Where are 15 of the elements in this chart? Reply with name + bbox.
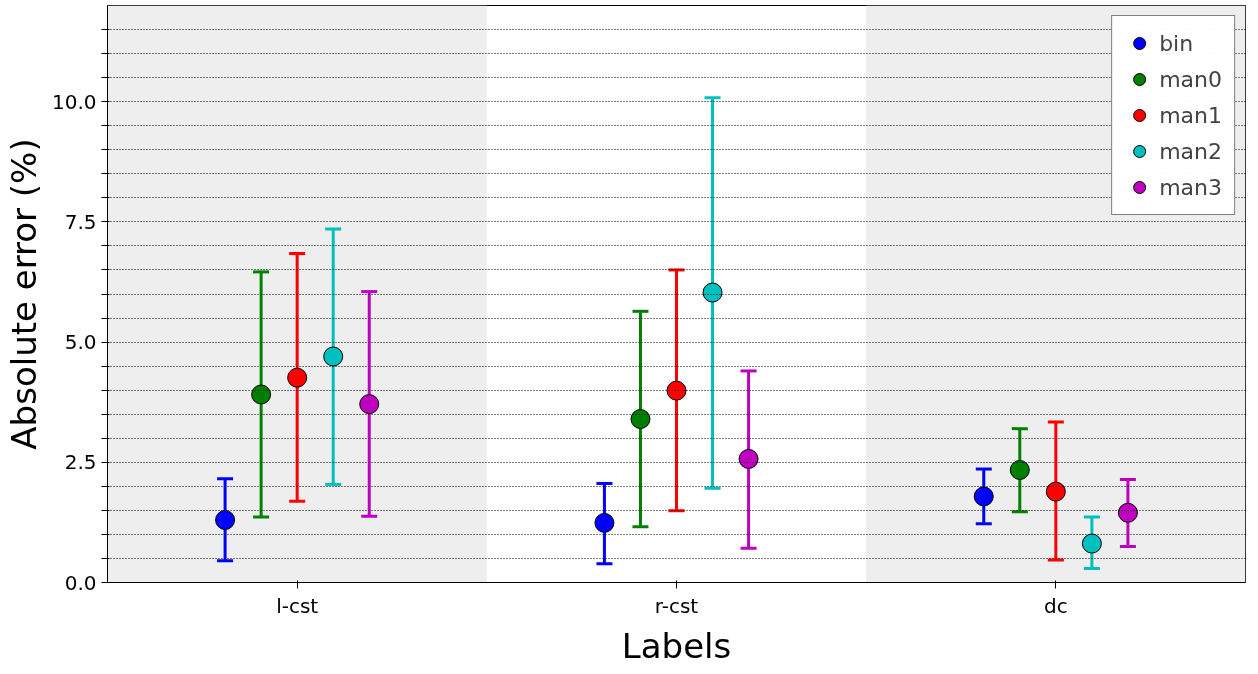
legend-label: man2 <box>1159 138 1222 164</box>
legend-label: bin <box>1159 30 1194 56</box>
x-axis-title: Labels <box>621 625 732 666</box>
y-tick-label: 2.5 <box>64 450 97 475</box>
x-tick-label: l-cst <box>276 593 319 618</box>
y-tick-label: 5.0 <box>64 330 97 355</box>
legend-label: man1 <box>1159 102 1222 128</box>
x-tick-label: dc <box>1043 593 1068 618</box>
y-axis-title: Absolute error (%) <box>3 138 44 450</box>
y-tick-label: 0.0 <box>64 570 97 595</box>
legend-label: man0 <box>1159 66 1222 92</box>
x-tick-label: r-cst <box>654 593 699 618</box>
y-tick-label: 10.0 <box>51 89 97 114</box>
legend-label: man3 <box>1159 174 1222 200</box>
y-tick-label: 7.5 <box>64 209 97 234</box>
